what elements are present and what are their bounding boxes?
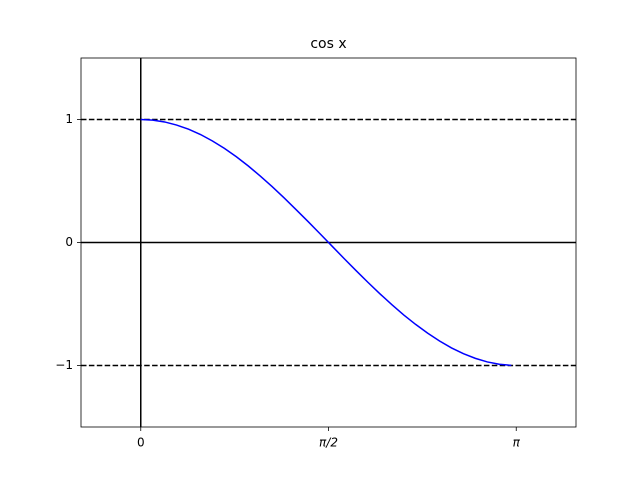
chart-title: cos x bbox=[310, 36, 346, 52]
x-tick-label: π/2 bbox=[319, 436, 338, 450]
x-tick-label: 0 bbox=[137, 436, 145, 450]
y-tick-label: 1 bbox=[65, 112, 73, 126]
y-tick-label: −1 bbox=[55, 358, 73, 372]
x-tick-label: π bbox=[513, 436, 521, 450]
plot-frame bbox=[80, 57, 577, 428]
y-tick-label: 0 bbox=[65, 235, 73, 249]
line-series bbox=[140, 118, 512, 367]
